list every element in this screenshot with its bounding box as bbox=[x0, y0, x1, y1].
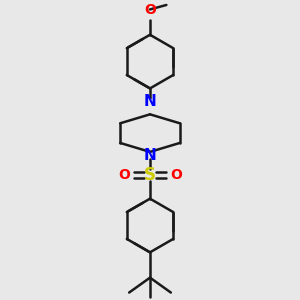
Text: S: S bbox=[144, 166, 156, 184]
Text: N: N bbox=[144, 94, 156, 109]
Text: O: O bbox=[144, 4, 156, 17]
Text: O: O bbox=[170, 168, 182, 182]
Text: N: N bbox=[144, 148, 156, 163]
Text: O: O bbox=[118, 168, 130, 182]
